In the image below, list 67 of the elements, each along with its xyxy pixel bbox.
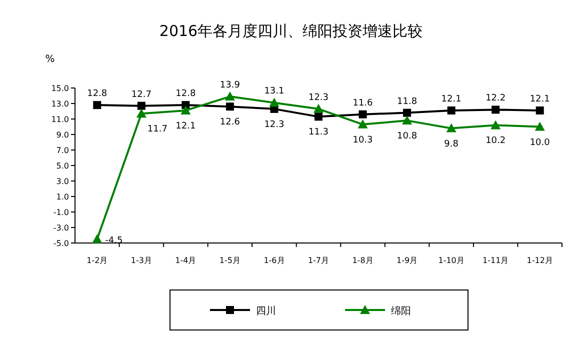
y-axis-title: % <box>45 54 55 65</box>
point <box>447 106 456 114</box>
data-label: 12.1 <box>530 94 550 104</box>
point <box>137 102 146 110</box>
x-tick-label: 1-11月 <box>482 256 509 265</box>
data-label: 10.3 <box>352 135 373 146</box>
x-tick-label: 1-10月 <box>438 256 464 265</box>
y-tick-label: 1.0 <box>56 192 69 202</box>
x-tick-label: 1-3月 <box>130 256 152 265</box>
point <box>226 102 234 111</box>
y-tick-label: 9.0 <box>56 130 69 140</box>
point <box>224 92 235 101</box>
x-tick-label: 1-8月 <box>352 256 374 265</box>
data-label: 12.7 <box>131 90 152 100</box>
data-label: 11.8 <box>397 96 418 107</box>
x-tick-label: 1-5月 <box>219 256 240 265</box>
data-label: 12.8 <box>176 89 196 100</box>
point <box>92 234 102 244</box>
data-label: 12.1 <box>441 94 462 104</box>
data-label: 10.2 <box>486 136 506 146</box>
y-tick-label: -1.0 <box>53 208 69 217</box>
point <box>358 119 368 128</box>
point <box>93 101 102 110</box>
y-tick-label: 3.0 <box>56 177 69 186</box>
point <box>180 105 191 114</box>
data-label: 12.3 <box>264 120 284 130</box>
data-label: 12.1 <box>176 121 196 132</box>
data-label: 11.7 <box>147 124 168 135</box>
point <box>490 120 501 130</box>
data-label: 10.8 <box>397 132 418 142</box>
data-label: 11.6 <box>352 98 374 108</box>
data-label: 12.3 <box>308 92 329 103</box>
data-label: 12.2 <box>486 94 506 104</box>
x-tick-label: 1-2月 <box>86 256 108 265</box>
point <box>536 106 544 114</box>
point <box>269 98 280 107</box>
point <box>402 116 412 125</box>
y-tick-label: -3.0 <box>53 224 69 232</box>
point <box>358 110 367 118</box>
data-label: 12.8 <box>87 89 108 100</box>
data-label: 10.0 <box>530 138 550 148</box>
legend-label: 绵阳 <box>391 305 411 317</box>
y-tick-label: 5.0 <box>56 162 69 170</box>
y-tick-label: -5.0 <box>53 239 69 248</box>
x-tick-label: 1-9月 <box>396 256 418 265</box>
point <box>446 123 456 132</box>
x-tick-label: 1-7月 <box>308 256 330 265</box>
legend-label: 四川 <box>256 305 276 317</box>
data-label: 13.9 <box>220 80 240 91</box>
y-tick-label: 15.0 <box>51 84 69 93</box>
point <box>534 122 545 131</box>
x-tick-label: 1-12月 <box>526 256 553 265</box>
point <box>403 108 412 117</box>
chart-title: 2016年各月度四川、绵阳投资增速比较 <box>159 22 423 40</box>
point <box>136 108 146 118</box>
point <box>492 106 500 114</box>
point <box>314 112 322 121</box>
y-tick-label: 13.0 <box>51 100 69 108</box>
x-tick-label: 1-4月 <box>175 256 196 265</box>
data-label: 13.1 <box>264 86 284 97</box>
data-label: 12.6 <box>220 118 240 128</box>
data-label: 11.3 <box>308 128 329 138</box>
data-label: 9.8 <box>444 139 459 150</box>
y-tick-label: 7.0 <box>56 146 69 155</box>
x-tick-label: 1-6月 <box>264 256 285 265</box>
y-tick-label: 11.0 <box>51 115 69 124</box>
point <box>314 104 324 113</box>
